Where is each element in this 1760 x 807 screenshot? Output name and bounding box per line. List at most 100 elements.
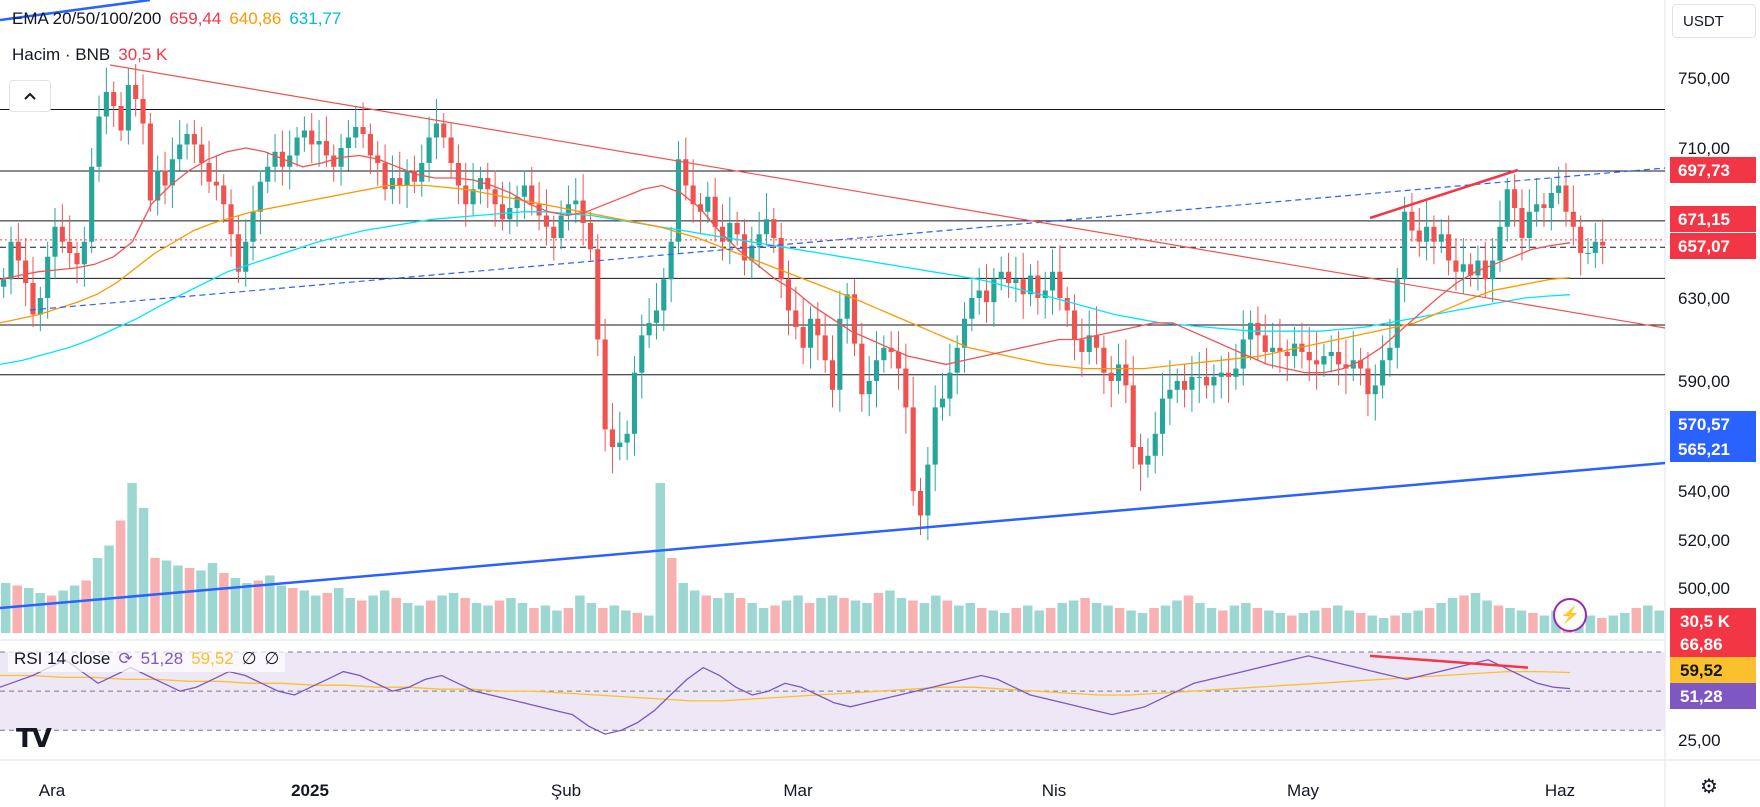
volume-bar xyxy=(781,600,792,633)
candle xyxy=(169,159,175,186)
candle xyxy=(976,290,982,298)
candle xyxy=(1255,322,1261,336)
candle xyxy=(301,130,307,138)
volume-bar xyxy=(850,600,861,633)
time-tick-label: 2025 xyxy=(291,781,329,800)
volume-bar xyxy=(1229,605,1240,633)
volume-bar xyxy=(1367,615,1377,633)
candle xyxy=(1064,298,1070,311)
candle xyxy=(1123,364,1129,386)
trendline-blue-top xyxy=(0,0,151,22)
volume-bar xyxy=(563,608,574,633)
rsi-badge-label: 59,52 xyxy=(1680,661,1723,680)
currency-selector[interactable]: USDT xyxy=(1672,4,1756,38)
candle xyxy=(609,429,616,447)
volume-bar xyxy=(896,598,907,633)
candle xyxy=(397,178,403,186)
price-badge xyxy=(1670,436,1756,462)
candle xyxy=(1196,376,1202,378)
volume-bar xyxy=(494,600,505,633)
price-tick-label: 630,00 xyxy=(1678,289,1730,308)
volume-bar xyxy=(127,483,137,633)
candle xyxy=(983,290,990,303)
time-tick-label: Mar xyxy=(783,781,813,800)
candle xyxy=(1284,351,1290,357)
flash-icon[interactable]: ⚡ xyxy=(1553,598,1587,632)
candle xyxy=(991,279,997,303)
candle xyxy=(507,208,513,220)
volume-bar xyxy=(379,590,390,633)
candle xyxy=(1086,335,1092,352)
volume-bar xyxy=(1310,610,1320,633)
candle xyxy=(734,223,740,235)
volume-bar xyxy=(356,600,367,633)
volume-legend: Hacim · BNB 30,5 K xyxy=(12,45,167,65)
volume-bar xyxy=(1241,603,1251,633)
candle xyxy=(1446,234,1452,261)
volume-bar xyxy=(402,603,413,633)
volume-label: Hacim · BNB xyxy=(12,45,111,64)
candle xyxy=(925,464,931,516)
candle xyxy=(1592,241,1598,253)
rsi-ma-value: 59,52 xyxy=(191,649,234,668)
candle xyxy=(1035,275,1041,298)
volume-bar xyxy=(425,600,436,633)
candle xyxy=(15,241,21,261)
volume-bar xyxy=(965,603,976,633)
rsi-settings-icon[interactable]: ⟳ xyxy=(118,649,133,668)
candle xyxy=(543,215,550,227)
rsi-line xyxy=(0,655,1571,735)
volume-bar xyxy=(1643,605,1653,633)
volume-bar xyxy=(1068,600,1079,633)
currency-label: USDT xyxy=(1683,12,1724,30)
volume-bar xyxy=(184,568,195,633)
volume-bar xyxy=(414,605,424,633)
gear-icon[interactable]: ⚙ xyxy=(1700,776,1718,798)
candle xyxy=(235,234,241,272)
candle xyxy=(705,196,711,212)
volume-bar xyxy=(1080,598,1090,633)
collapse-legend-button[interactable] xyxy=(9,80,51,112)
candle xyxy=(1299,343,1305,352)
volume-bar xyxy=(35,593,45,633)
candle xyxy=(96,116,102,167)
volume-bar xyxy=(1183,595,1194,633)
volume-bar xyxy=(506,598,516,633)
volume-bar xyxy=(1287,615,1297,633)
ema50-line xyxy=(0,184,1571,370)
candle xyxy=(294,137,300,156)
candle xyxy=(1130,385,1136,447)
volume-bar xyxy=(115,520,126,633)
volume-bar xyxy=(1275,613,1286,633)
volume-bar xyxy=(92,558,103,633)
candle xyxy=(1159,398,1166,434)
volume-bar xyxy=(804,603,815,633)
rsi-v4: ∅ xyxy=(264,649,280,668)
volume-bar xyxy=(483,605,493,633)
volume-bar xyxy=(207,563,218,633)
price-badge xyxy=(1670,157,1756,183)
candle xyxy=(1416,230,1422,242)
candle xyxy=(1057,271,1063,298)
candle xyxy=(1343,364,1349,369)
candle xyxy=(573,200,579,205)
candle xyxy=(947,372,953,399)
candle xyxy=(1541,204,1547,208)
volume-bar xyxy=(1447,598,1458,633)
volume-bar xyxy=(1459,595,1469,633)
candle xyxy=(1020,279,1026,295)
candle xyxy=(602,339,608,430)
candle xyxy=(558,215,564,238)
candle xyxy=(529,185,535,205)
candle xyxy=(881,347,887,361)
candle xyxy=(1563,185,1569,212)
price-badge-label: 697,73 xyxy=(1678,161,1730,180)
divergence-line-price xyxy=(1369,168,1519,220)
candle xyxy=(1314,360,1320,365)
candle xyxy=(866,381,872,395)
volume-bar xyxy=(1252,608,1263,633)
time-tick-label: Ara xyxy=(39,781,66,800)
candle xyxy=(778,238,784,280)
volume-bar xyxy=(1126,610,1136,633)
